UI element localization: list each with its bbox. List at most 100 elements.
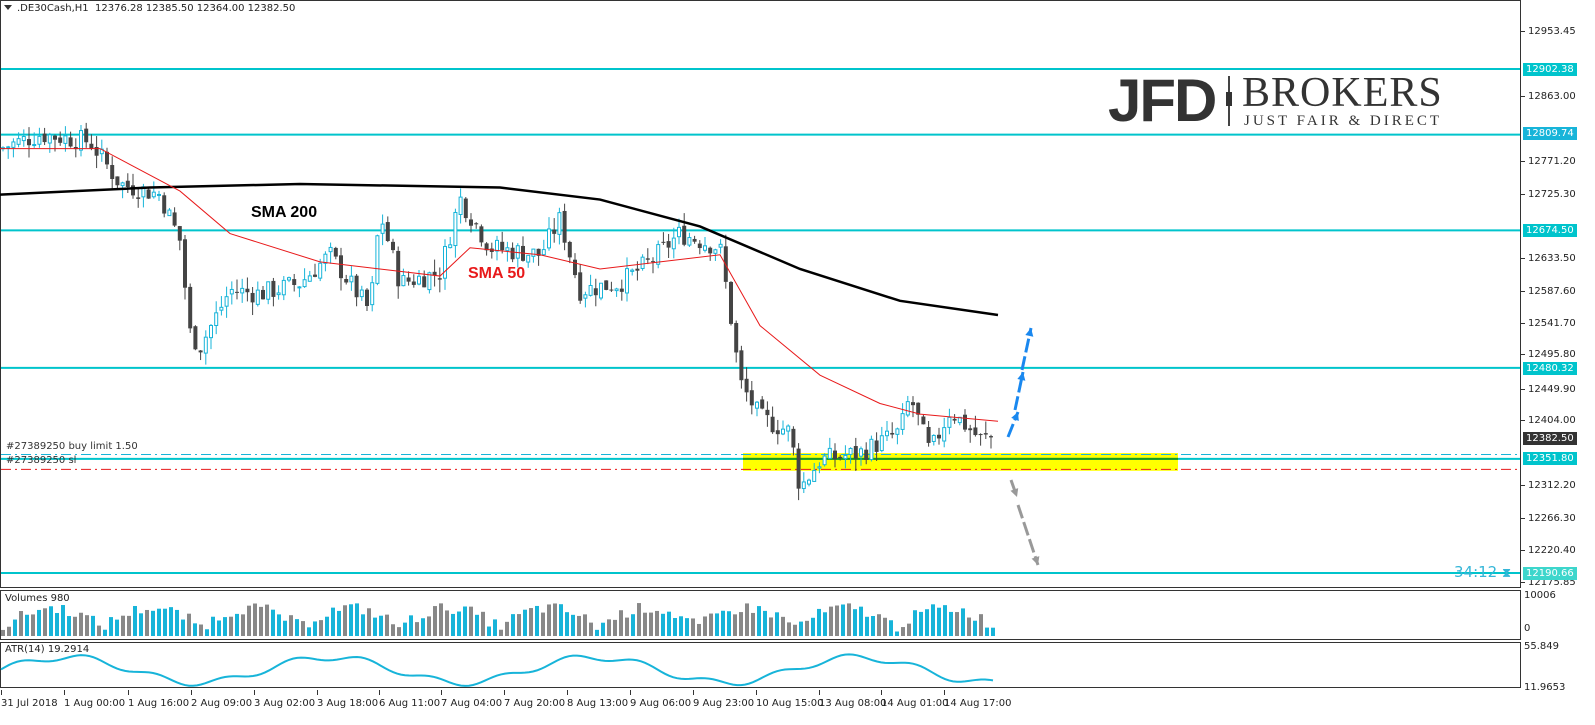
volume-bar — [355, 603, 359, 636]
volume-bar — [223, 617, 227, 636]
price-level-label: 12674.50 — [1523, 224, 1577, 237]
volumes-pane[interactable] — [0, 590, 1521, 640]
volume-bar — [811, 617, 815, 636]
volume-bar — [457, 611, 461, 636]
volume-bar — [313, 621, 317, 636]
volume-bar — [109, 617, 113, 636]
volume-bar — [841, 604, 845, 636]
main-chart-pane[interactable] — [0, 0, 1521, 588]
volume-bar — [631, 614, 635, 636]
time-tick: 3 Aug 02:00 — [254, 690, 316, 709]
volume-bar — [901, 627, 905, 636]
volume-bar — [493, 619, 497, 636]
volume-bar — [535, 605, 539, 636]
volume-bar — [823, 612, 827, 636]
logo-separator-box — [1226, 92, 1232, 106]
time-tick: 14 Aug 01:00 — [881, 690, 949, 709]
dropdown-triangle-icon[interactable] — [4, 5, 12, 10]
volume-bar — [511, 614, 515, 636]
volume-bar — [283, 620, 287, 636]
price-tick: 12495.80 — [1521, 349, 1576, 360]
volume-bar — [391, 624, 395, 636]
volume-bar — [637, 603, 641, 636]
volume-bar — [739, 612, 743, 636]
volume-bar — [919, 611, 923, 636]
volume-bar — [943, 605, 947, 636]
volume-bar — [601, 622, 605, 636]
volume-bar — [85, 615, 89, 636]
volume-bar — [49, 606, 53, 636]
price-axis[interactable]: 12953.45 12863.00 12771.20 12725.30 12633.50… — [1521, 0, 1595, 693]
volume-bar — [7, 626, 11, 636]
volume-bar — [559, 604, 563, 636]
volume-bar — [199, 624, 203, 636]
volume-bar — [403, 622, 407, 636]
volume-bar — [541, 612, 545, 636]
time-axis[interactable]: 31 Jul 2018 1 Aug 00:00 1 Aug 16:00 2 Aug 0… — [0, 690, 1521, 725]
volume-bar — [565, 612, 569, 636]
volume-bar — [595, 629, 599, 636]
volume-bar — [385, 614, 389, 636]
volume-bar — [145, 609, 149, 636]
volume-bar — [829, 606, 833, 636]
symbol-label: .DE30Cash,H1 — [17, 3, 89, 14]
volume-bar — [97, 625, 101, 636]
price-tick: 12266.30 — [1521, 513, 1576, 524]
volume-bar — [229, 616, 233, 636]
volume-bar — [925, 609, 929, 636]
volume-bar — [877, 614, 881, 636]
volume-bar — [835, 605, 839, 636]
volume-bar — [481, 611, 485, 636]
price-tick: 12404.00 — [1521, 415, 1576, 426]
time-tick: 9 Aug 23:00 — [693, 690, 755, 709]
price-level-label: 12809.74 — [1523, 127, 1577, 140]
time-tick: 31 Jul 2018 — [1, 690, 58, 709]
volumes-title: Volumes 980 — [5, 593, 70, 604]
time-tick: 10 Aug 15:00 — [756, 690, 824, 709]
volume-bar — [67, 616, 71, 636]
volume-bar — [721, 610, 725, 636]
price-tick: 12312.20 — [1521, 480, 1576, 491]
volume-bar — [487, 626, 491, 636]
volume-bar — [73, 616, 77, 636]
volume-bar — [31, 614, 35, 636]
volume-bar — [769, 617, 773, 636]
volume-bar — [247, 605, 251, 636]
price-tick: 12220.40 — [1521, 545, 1576, 556]
volume-bar — [277, 614, 281, 636]
down-arrow-1 — [1009, 479, 1019, 498]
time-tick: 13 Aug 08:00 — [819, 690, 887, 709]
hourglass-icon: ⧗ — [1502, 566, 1512, 581]
volume-bar — [655, 610, 659, 636]
volume-bar — [379, 615, 383, 636]
stop-loss-order-label[interactable]: #27389250 sl — [6, 455, 77, 466]
volume-bar — [37, 609, 41, 636]
volume-bar — [649, 612, 653, 636]
logo-brokers: BROKERS — [1242, 70, 1443, 116]
volume-bar — [955, 612, 959, 636]
volume-bar — [523, 609, 527, 636]
volume-bar — [889, 620, 893, 636]
support-zone — [743, 453, 1178, 471]
volume-bar — [169, 607, 173, 636]
atr-pane[interactable] — [0, 642, 1521, 688]
volume-bar — [475, 614, 479, 636]
volume-bar — [745, 603, 749, 636]
volume-bar — [853, 609, 857, 636]
volume-bar — [787, 622, 791, 636]
volume-bar — [451, 613, 455, 636]
volume-bar — [325, 616, 329, 636]
buy-limit-order-label[interactable]: #27389250 buy limit 1.50 — [6, 441, 138, 452]
volume-bar — [643, 612, 647, 636]
volume-bar — [577, 615, 581, 636]
volume-bar — [241, 614, 245, 636]
logo-jfd: JFD — [1108, 67, 1217, 134]
volume-bar — [547, 604, 551, 636]
volume-bar — [343, 605, 347, 636]
volume-bar — [79, 612, 83, 636]
up-arrow-2-head — [1017, 372, 1026, 381]
volume-bar — [529, 608, 533, 636]
indicator-tick: 10006 — [1524, 590, 1556, 601]
price-tick: 12633.50 — [1521, 253, 1576, 264]
price-chart-canvas[interactable] — [0, 0, 1521, 690]
